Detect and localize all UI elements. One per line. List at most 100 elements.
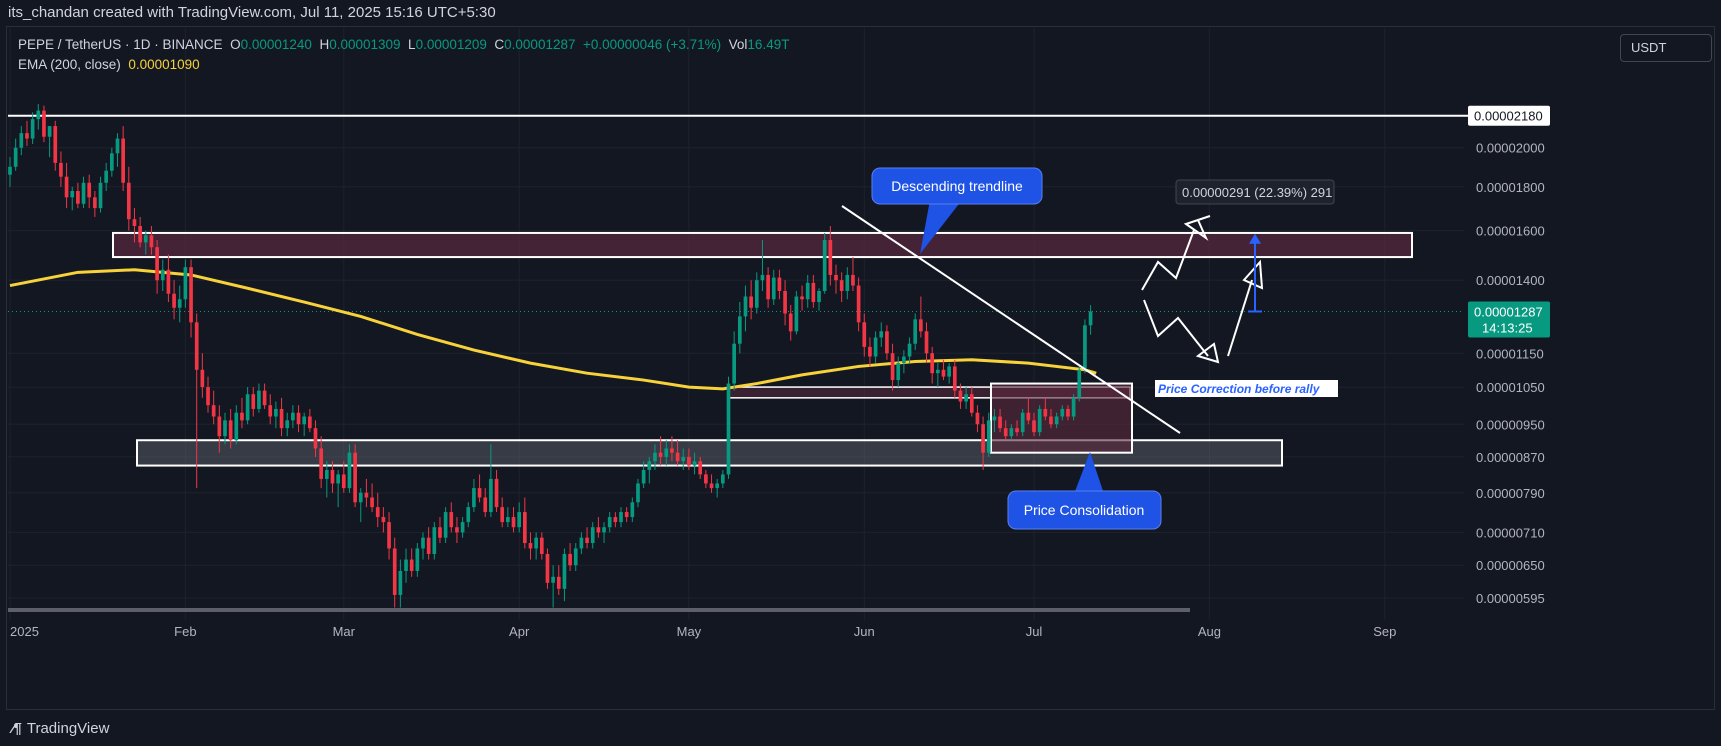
consolidation-callout-box [1007, 490, 1162, 530]
candle-body [958, 390, 963, 402]
candle-body [715, 483, 720, 489]
ema-legend[interactable]: EMA (200, close) 0.00001090 [18, 57, 200, 72]
candle-body [709, 483, 714, 489]
candle-body [1071, 397, 1076, 417]
candle-body [8, 166, 12, 175]
candle-body [675, 452, 680, 462]
footer-bar [0, 712, 1721, 746]
currency-button[interactable]: USDT [1620, 34, 1712, 62]
candle-body [771, 277, 776, 300]
candle-body [890, 353, 895, 381]
close-value: 0.00001287 [504, 37, 576, 52]
high-label: H [319, 37, 330, 52]
current-price-label-bg [1468, 301, 1550, 338]
price-tick-label: 0.00000595 [1476, 591, 1545, 606]
candle-body [36, 110, 41, 120]
price-tick-label: 0.00001050 [1476, 380, 1545, 395]
ema-value: 0.00001090 [128, 57, 200, 72]
candle-body [822, 240, 827, 291]
candle-body [783, 290, 787, 314]
close-label: C [494, 37, 505, 52]
volume-label: Vol [728, 37, 748, 52]
time-tick-label: Jun [854, 624, 875, 639]
candle-body [851, 274, 855, 286]
time-tick-label: Apr [509, 624, 530, 639]
candle-body [98, 182, 103, 209]
candle-body [1020, 412, 1025, 433]
projection-arrow-up-2 [1227, 279, 1253, 357]
candle-body [511, 517, 516, 528]
candle-body [902, 356, 906, 364]
candle-body [913, 319, 918, 344]
candle-body [375, 507, 380, 518]
candle-body [517, 512, 522, 528]
candle-body [177, 299, 182, 308]
candle-body [245, 394, 250, 421]
candle-body [166, 269, 171, 294]
trendline-callout-text: Descending trendline [891, 178, 1023, 194]
time-tick-label: Jul [1026, 624, 1043, 639]
high-value: 0.00001309 [329, 37, 401, 52]
tradingview-logo[interactable]: ⁄¶ TradingView [12, 720, 109, 737]
candle-body [687, 456, 691, 466]
candle-body [466, 507, 471, 523]
candle-body [641, 469, 646, 484]
candle-body [930, 353, 935, 374]
candle-body [670, 448, 674, 453]
price-tick-label: 0.00000790 [1476, 486, 1545, 501]
candle-body [472, 488, 476, 508]
candle-body [500, 507, 505, 523]
projection-arrow-head-3 [1242, 259, 1264, 290]
candle-body [392, 548, 397, 595]
candle-body [126, 182, 131, 220]
candle-body [749, 296, 753, 308]
candle-body [149, 235, 154, 248]
candle-body [347, 452, 352, 489]
price-tick-label: 0.00002000 [1476, 141, 1545, 156]
candle-body [489, 478, 493, 513]
projection-arrow-head-1 [1183, 215, 1211, 241]
measure-arrowhead [1249, 233, 1261, 244]
candle-body [291, 412, 295, 421]
symbol-title[interactable]: PEPE / TetherUS · 1D · BINANCE [18, 37, 223, 52]
price-tick-label: 0.00000650 [1476, 558, 1545, 573]
candle-body [455, 527, 459, 533]
candle-body [737, 316, 742, 344]
candle-body [981, 424, 985, 453]
candle-body [138, 225, 142, 243]
ohlc-legend: PEPE / TetherUS · 1D · BINANCE O0.000012… [18, 37, 789, 52]
time-tick-label: Feb [174, 624, 196, 639]
candle-body [624, 512, 629, 518]
candle-body [81, 182, 86, 204]
candle-body [313, 428, 318, 449]
candle-body [494, 478, 499, 508]
candle-body [76, 191, 80, 204]
candle-body [590, 527, 595, 544]
candle-body [834, 274, 838, 281]
price-tick-label: 0.00001150 [1476, 346, 1544, 361]
candle-body [47, 126, 52, 137]
candle-body [828, 240, 833, 275]
candle-body [596, 527, 601, 533]
candle-body [324, 469, 329, 479]
price-tick-label: 0.00000950 [1476, 417, 1545, 432]
time-tick-label: Mar [333, 624, 356, 639]
candle-body [251, 394, 256, 409]
consolidation-callout-text: Price Consolidation [1024, 502, 1145, 518]
trendline-callout-pointer [920, 200, 962, 254]
candle-body [568, 553, 572, 566]
candle-body [64, 176, 69, 198]
low-value: 0.00001209 [415, 37, 487, 52]
candle-body [602, 527, 606, 533]
candle-body [964, 394, 968, 402]
candle-body [935, 369, 940, 374]
candle-body [664, 448, 669, 457]
candle-body [59, 162, 63, 177]
candle-body [132, 219, 137, 226]
candle-body [93, 197, 97, 209]
time-tick-label: May [677, 624, 702, 639]
candle-body [404, 559, 408, 571]
candle-body [907, 343, 912, 357]
